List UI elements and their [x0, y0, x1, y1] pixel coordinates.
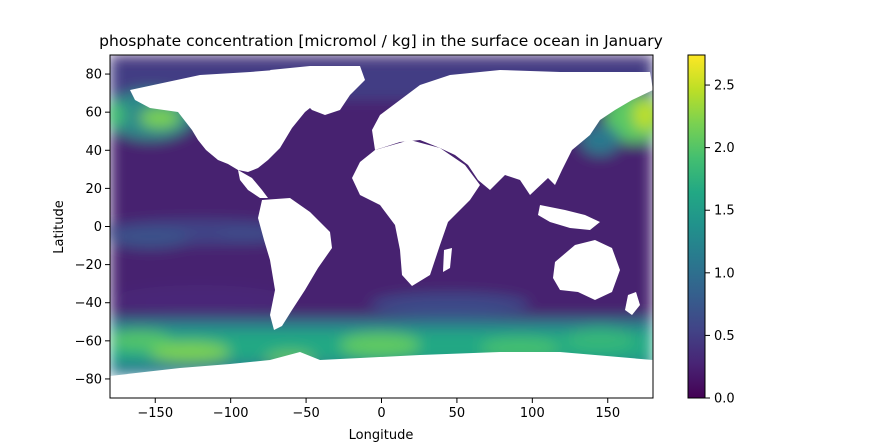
- colorbar-tick-label: 0.0: [714, 392, 735, 407]
- chart-title: phosphate concentration [micromol / kg] …: [99, 32, 663, 50]
- colorbar-tick-label: 1.0: [714, 266, 735, 281]
- y-tick-label: −40: [75, 296, 102, 311]
- x-tick-label: 50: [449, 406, 466, 421]
- colorbar-frame: [687, 54, 706, 399]
- x-tick-label: 100: [520, 406, 545, 421]
- land-mask: [110, 66, 653, 398]
- x-axis: −150 −100 −50 0 50 100 150: [137, 398, 620, 421]
- x-tick-label: −50: [292, 406, 319, 421]
- x-tick-label: 150: [595, 406, 620, 421]
- y-axis: 80 60 40 20 0 −20 −40 −60 −80: [75, 68, 110, 387]
- y-tick-label: −60: [75, 334, 102, 349]
- colorbar-gradient: [688, 55, 705, 398]
- colorbar-ticks: 0.0 0.5 1.0 1.5 2.0 2.5: [705, 79, 735, 407]
- x-tick-label: 0: [377, 406, 385, 421]
- y-tick-label: 40: [85, 144, 102, 159]
- y-tick-label: −80: [75, 372, 102, 387]
- colorbar: 0.0 0.5 1.0 1.5 2.0 2.5: [687, 54, 735, 407]
- y-tick-label: 20: [85, 182, 102, 197]
- y-tick-label: 80: [85, 68, 102, 83]
- x-axis-label: Longitude: [349, 428, 414, 443]
- colorbar-tick-label: 0.5: [714, 329, 735, 344]
- y-tick-label: 0: [94, 220, 102, 235]
- y-axis-label: Latitude: [52, 200, 67, 254]
- y-tick-label: −20: [75, 258, 102, 273]
- y-tick-label: 60: [85, 106, 102, 121]
- colorbar-tick-label: 2.5: [714, 79, 735, 94]
- x-tick-label: −150: [137, 406, 173, 421]
- colorbar-tick-label: 2.0: [714, 141, 735, 156]
- x-tick-label: −100: [213, 406, 249, 421]
- colorbar-tick-label: 1.5: [714, 204, 735, 219]
- heatmap-area: [110, 55, 653, 398]
